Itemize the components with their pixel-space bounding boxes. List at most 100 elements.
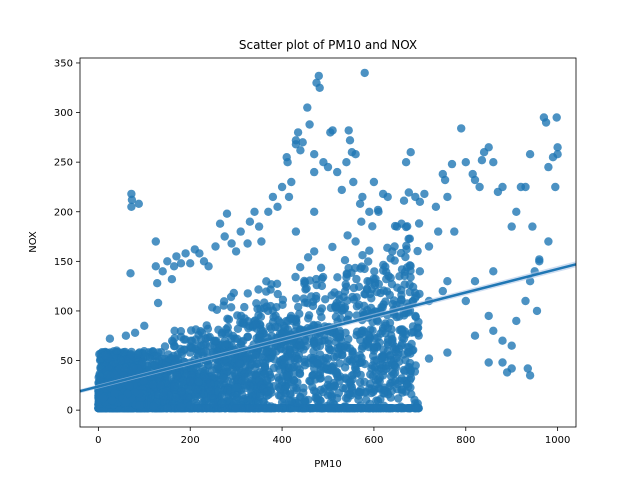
scatter-point [489, 267, 498, 276]
scatter-point [199, 372, 209, 381]
scatter-point [397, 219, 406, 228]
scatter-point [206, 379, 215, 388]
scatter-point [358, 251, 367, 260]
scatter-point [414, 219, 424, 228]
scatter-point [356, 335, 365, 345]
scatter-point [314, 371, 323, 380]
scatter-point [162, 372, 172, 381]
scatter-point [212, 305, 222, 314]
scatter-point [296, 325, 305, 334]
scatter-point [365, 207, 374, 216]
scatter-point [360, 68, 369, 78]
scatter-point [406, 148, 415, 157]
scatter-point [130, 328, 140, 337]
scatter-point [126, 269, 135, 278]
scatter-point [284, 192, 294, 202]
scatter-point [333, 394, 342, 403]
scatter-point [151, 262, 160, 271]
scatter-point [260, 369, 270, 378]
scatter-point [233, 324, 243, 333]
scatter-point [394, 394, 403, 403]
scatter-point [402, 380, 411, 389]
scatter-point [309, 321, 319, 331]
scatter-point [224, 315, 234, 324]
scatter-point [263, 346, 272, 356]
scatter-point [431, 202, 441, 211]
scatter-point [172, 371, 182, 380]
scatter-point [105, 334, 115, 343]
scatter-point [278, 300, 287, 309]
scatter-point [370, 404, 379, 413]
scatter-point [291, 294, 301, 303]
scatter-point [385, 290, 394, 300]
scatter-point [412, 404, 421, 413]
scatter-point [498, 182, 507, 192]
scatter-point [296, 263, 305, 272]
scatter-point [359, 301, 369, 310]
scatter-point [378, 371, 388, 380]
scatter-point [349, 283, 359, 293]
scatter-point [231, 404, 240, 413]
scatter-point [306, 377, 315, 386]
scatter-point [544, 237, 553, 246]
scatter-point [170, 326, 179, 335]
scatter-point [237, 390, 247, 400]
scatter-point [358, 342, 367, 351]
y-tick-label: 250 [54, 158, 73, 169]
y-tick-label: 0 [67, 406, 73, 417]
scatter-point [291, 272, 300, 282]
scatter-point [185, 377, 195, 386]
y-tick-label: 300 [54, 108, 73, 119]
scatter-point [240, 314, 249, 323]
scatter-point [217, 399, 226, 408]
scatter-point [461, 158, 470, 167]
scatter-point [381, 329, 390, 338]
scatter-point [257, 237, 266, 246]
scatter-point [186, 401, 195, 410]
scatter-point [254, 222, 264, 231]
scatter-point [177, 347, 186, 356]
scatter-point [345, 136, 355, 145]
scatter-point [407, 390, 416, 399]
scatter-point [392, 312, 401, 322]
scatter-point [552, 113, 561, 122]
scatter-point [250, 207, 259, 216]
x-tick-label: 200 [181, 435, 200, 446]
scatter-point [134, 199, 143, 208]
scatter-point [277, 398, 287, 407]
scatter-point [140, 321, 149, 330]
scatter-point [386, 393, 395, 402]
scatter-point [364, 336, 373, 346]
scatter-point [512, 316, 521, 326]
scatter-point [413, 246, 422, 256]
scatter-point [150, 360, 159, 370]
scatter-point [401, 252, 410, 262]
scatter-point [380, 321, 390, 330]
scatter-point [267, 331, 276, 341]
scatter-point [224, 362, 233, 372]
scatter-point [312, 358, 321, 368]
scatter-point [287, 397, 296, 406]
scatter-point [110, 389, 119, 398]
scatter-point [443, 192, 452, 202]
scatter-point [352, 369, 362, 378]
scatter-point [343, 231, 352, 240]
scatter-point [356, 378, 365, 387]
scatter-point [357, 262, 366, 271]
scatter-point [191, 391, 200, 400]
scatter-point [484, 311, 493, 321]
scatter-point [325, 345, 335, 355]
x-axis-label: PM10 [314, 459, 341, 470]
scatter-point [268, 192, 278, 202]
scatter-point [318, 272, 328, 282]
scatter-point [310, 167, 319, 177]
scatter-point [377, 352, 386, 361]
scatter-point [127, 195, 137, 204]
scatter-point [345, 355, 354, 364]
scatter-point [195, 249, 204, 258]
scatter-point [443, 348, 452, 357]
scatter-point [226, 292, 236, 302]
scatter-point [393, 283, 402, 292]
scatter-point [211, 242, 220, 251]
scatter-point [535, 257, 544, 266]
